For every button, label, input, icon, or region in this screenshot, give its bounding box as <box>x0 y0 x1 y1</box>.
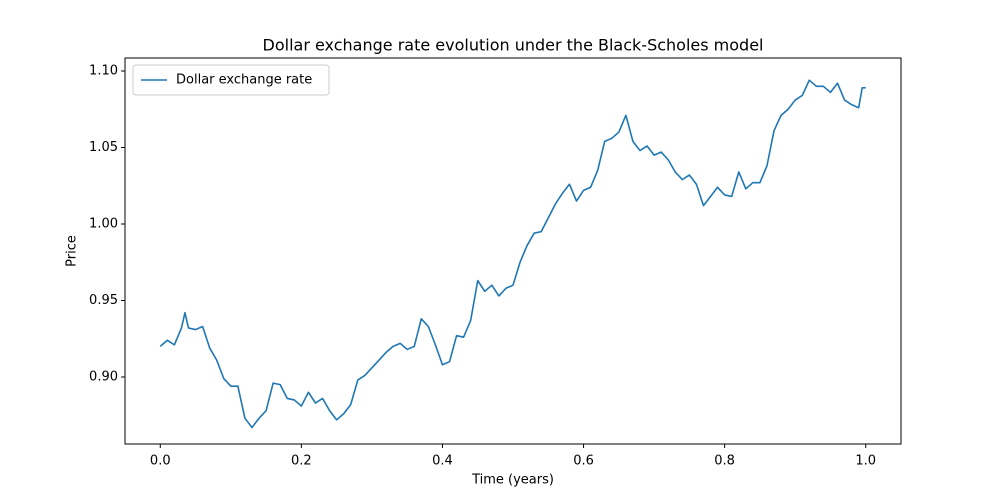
y-tick-label: 1.05 <box>89 140 118 155</box>
y-tick-label: 1.00 <box>89 216 118 231</box>
y-tick-label: 0.90 <box>89 369 118 384</box>
legend-box <box>132 64 330 96</box>
x-tick-label: 0.0 <box>150 454 171 469</box>
x-tick-label: 0.8 <box>714 454 735 469</box>
series-line <box>159 79 866 429</box>
x-tick-label: 0.2 <box>291 454 312 469</box>
y-axis-label: Price <box>65 235 80 267</box>
legend-label: Dollar exchange rate <box>176 73 312 88</box>
y-tick-label: 1.10 <box>89 64 118 79</box>
x-tick-label: 1.0 <box>855 454 876 469</box>
y-tick-label: 0.95 <box>89 293 118 308</box>
x-tick-label: 0.6 <box>573 454 594 469</box>
x-axis-label: Time (years) <box>471 473 554 488</box>
x-tick-label: 0.4 <box>432 454 453 469</box>
chart-title: Dollar exchange rate evolution under the… <box>263 36 764 55</box>
plot-frame <box>124 57 902 445</box>
